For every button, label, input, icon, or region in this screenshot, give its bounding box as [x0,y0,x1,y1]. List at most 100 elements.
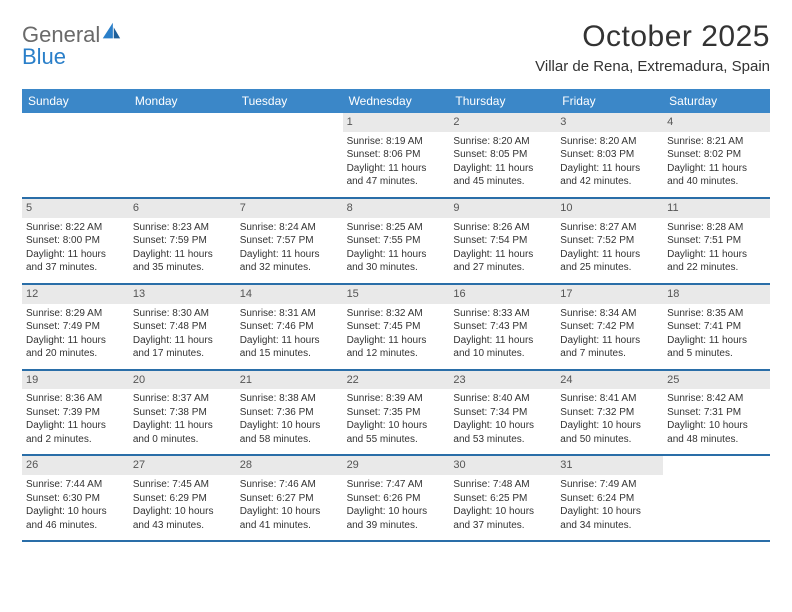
daylight-text: Daylight: 11 hours and 17 minutes. [131,334,234,361]
sunrise-text: Sunrise: 8:20 AM [558,135,661,149]
title-block: October 2025 Villar de Rena, Extremadura… [535,20,770,75]
daylight-text: Daylight: 10 hours and 53 minutes. [451,419,554,446]
day-cell: 25Sunrise: 8:42 AMSunset: 7:31 PMDayligh… [663,371,770,455]
daylight-text: Daylight: 10 hours and 48 minutes. [665,419,768,446]
day-number: 26 [22,456,129,475]
logo: General Blue [22,20,122,68]
sunset-text: Sunset: 6:25 PM [451,492,554,506]
daylight-text: Daylight: 11 hours and 0 minutes. [131,419,234,446]
day-number: 7 [236,199,343,218]
sunset-text: Sunset: 6:26 PM [345,492,448,506]
daylight-text: Daylight: 11 hours and 42 minutes. [558,162,661,189]
week-row: 26Sunrise: 7:44 AMSunset: 6:30 PMDayligh… [22,456,770,542]
day-number: 9 [449,199,556,218]
day-cell: 4Sunrise: 8:21 AMSunset: 8:02 PMDaylight… [663,113,770,197]
daylight-text: Daylight: 11 hours and 27 minutes. [451,248,554,275]
day-cell: 14Sunrise: 8:31 AMSunset: 7:46 PMDayligh… [236,285,343,369]
day-cell: 18Sunrise: 8:35 AMSunset: 7:41 PMDayligh… [663,285,770,369]
day-number: 11 [663,199,770,218]
day-cell: 13Sunrise: 8:30 AMSunset: 7:48 PMDayligh… [129,285,236,369]
sunrise-text: Sunrise: 8:39 AM [345,392,448,406]
daylight-text: Daylight: 10 hours and 55 minutes. [345,419,448,446]
day-header-sun: Sunday [22,89,129,113]
daylight-text: Daylight: 10 hours and 50 minutes. [558,419,661,446]
day-number: 14 [236,285,343,304]
week-row: 19Sunrise: 8:36 AMSunset: 7:39 PMDayligh… [22,371,770,457]
logo-text: General Blue [22,20,122,68]
sunrise-text: Sunrise: 7:46 AM [238,478,341,492]
day-cell: 23Sunrise: 8:40 AMSunset: 7:34 PMDayligh… [449,371,556,455]
daylight-text: Daylight: 11 hours and 45 minutes. [451,162,554,189]
sunrise-text: Sunrise: 8:42 AM [665,392,768,406]
day-cell: 9 Sunrise: 8:26 AMSunset: 7:54 PMDaylight… [449,199,556,283]
day-header-row: Sunday Monday Tuesday Wednesday Thursday… [22,89,770,113]
day-number: 6 [129,199,236,218]
sunrise-text: Sunrise: 8:41 AM [558,392,661,406]
daylight-text: Daylight: 11 hours and 30 minutes. [345,248,448,275]
daylight-text: Daylight: 11 hours and 2 minutes. [24,419,127,446]
day-number: 29 [343,456,450,475]
sunrise-text: Sunrise: 8:38 AM [238,392,341,406]
day-cell [22,113,129,197]
sunrise-text: Sunrise: 8:23 AM [131,221,234,235]
daylight-text: Daylight: 10 hours and 58 minutes. [238,419,341,446]
day-number: 10 [556,199,663,218]
daylight-text: Daylight: 11 hours and 37 minutes. [24,248,127,275]
sunset-text: Sunset: 7:34 PM [451,406,554,420]
day-number: 31 [556,456,663,475]
day-cell: 6Sunrise: 8:23 AMSunset: 7:59 PMDaylight… [129,199,236,283]
week-row: 12Sunrise: 8:29 AMSunset: 7:49 PMDayligh… [22,285,770,371]
sunrise-text: Sunrise: 8:33 AM [451,307,554,321]
daylight-text: Daylight: 10 hours and 43 minutes. [131,505,234,532]
day-number: 20 [129,371,236,390]
sunset-text: Sunset: 8:02 PM [665,148,768,162]
sunrise-text: Sunrise: 8:27 AM [558,221,661,235]
day-cell: 26Sunrise: 7:44 AMSunset: 6:30 PMDayligh… [22,456,129,540]
day-number: 19 [22,371,129,390]
day-number: 4 [663,113,770,132]
daylight-text: Daylight: 10 hours and 46 minutes. [24,505,127,532]
sunset-text: Sunset: 7:48 PM [131,320,234,334]
day-cell: 30Sunrise: 7:48 AMSunset: 6:25 PMDayligh… [449,456,556,540]
sunset-text: Sunset: 7:55 PM [345,234,448,248]
daylight-text: Daylight: 11 hours and 12 minutes. [345,334,448,361]
daylight-text: Daylight: 11 hours and 5 minutes. [665,334,768,361]
sunset-text: Sunset: 6:30 PM [24,492,127,506]
day-number: 15 [343,285,450,304]
sunset-text: Sunset: 6:29 PM [131,492,234,506]
sunset-text: Sunset: 7:51 PM [665,234,768,248]
day-number: 12 [22,285,129,304]
daylight-text: Daylight: 11 hours and 35 minutes. [131,248,234,275]
sunset-text: Sunset: 7:54 PM [451,234,554,248]
sunrise-text: Sunrise: 8:32 AM [345,307,448,321]
day-number: 28 [236,456,343,475]
sunrise-text: Sunrise: 7:47 AM [345,478,448,492]
day-header-tue: Tuesday [236,89,343,113]
sunset-text: Sunset: 8:05 PM [451,148,554,162]
day-cell [129,113,236,197]
calendar: Sunday Monday Tuesday Wednesday Thursday… [22,89,770,542]
day-number: 3 [556,113,663,132]
location-text: Villar de Rena, Extremadura, Spain [535,58,770,75]
logo-sail-icon [100,20,122,42]
daylight-text: Daylight: 11 hours and 32 minutes. [238,248,341,275]
day-number: 24 [556,371,663,390]
sunset-text: Sunset: 7:46 PM [238,320,341,334]
sunrise-text: Sunrise: 7:45 AM [131,478,234,492]
day-cell: 20Sunrise: 8:37 AMSunset: 7:38 PMDayligh… [129,371,236,455]
day-cell: 10Sunrise: 8:27 AMSunset: 7:52 PMDayligh… [556,199,663,283]
sunset-text: Sunset: 7:36 PM [238,406,341,420]
sunset-text: Sunset: 7:32 PM [558,406,661,420]
logo-text-blue: Blue [22,44,66,69]
day-cell: 15 Sunrise: 8:32 AMSunset: 7:45 PMDayligh… [343,285,450,369]
sunrise-text: Sunrise: 8:31 AM [238,307,341,321]
sunrise-text: Sunrise: 8:28 AM [665,221,768,235]
day-cell: 22Sunrise: 8:39 AMSunset: 7:35 PMDayligh… [343,371,450,455]
sunrise-text: Sunrise: 8:35 AM [665,307,768,321]
sunset-text: Sunset: 7:45 PM [345,320,448,334]
page-header: General Blue October 2025 Villar de Rena… [22,20,770,75]
day-cell: 27Sunrise: 7:45 AMSunset: 6:29 PMDayligh… [129,456,236,540]
sunrise-text: Sunrise: 8:26 AM [451,221,554,235]
day-cell: 12Sunrise: 8:29 AMSunset: 7:49 PMDayligh… [22,285,129,369]
day-cell: 24 Sunrise: 8:41 AMSunset: 7:32 PMDayligh… [556,371,663,455]
